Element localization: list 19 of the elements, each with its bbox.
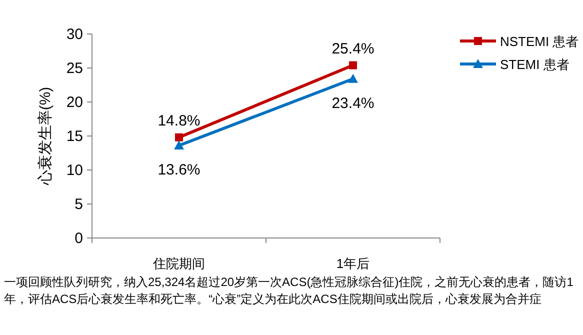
y-tick-label: 5 <box>74 196 83 213</box>
y-tick-label: 15 <box>66 128 83 145</box>
y-tick-label: 0 <box>74 230 83 247</box>
x-tick-label: 住院期间 <box>152 256 205 271</box>
data-label: 25.4% <box>332 40 374 58</box>
point <box>349 61 357 70</box>
y-tick-label: 20 <box>66 94 83 111</box>
text: 一项回顾性队列研究，纳入25,324名超过20岁第一次ACS(急性冠脉综合征)住院，之前无心衰的患者，随访1年，评估ACS后心衰发生率和死亡率。“心衰”定义为在此次ACS住院期间或出院后，心衰发展为合并症 <box>4 274 574 308</box>
y-tick-label: 30 <box>66 26 83 43</box>
y-tick-label: 25 <box>66 60 83 77</box>
legend-label: STEMI 患者 <box>500 57 570 72</box>
x-tick-label: 1年后 <box>336 256 370 271</box>
y-axis-title: 心衰发生率(%) <box>37 86 54 186</box>
data-label: 13.6% <box>158 162 200 179</box>
point <box>175 133 183 142</box>
legend-label: NSTEMI 患者 <box>500 34 579 49</box>
data-label: 23.4% <box>332 94 374 112</box>
data-label: 14.8% <box>158 112 200 130</box>
y-tick-label: 10 <box>66 162 83 179</box>
